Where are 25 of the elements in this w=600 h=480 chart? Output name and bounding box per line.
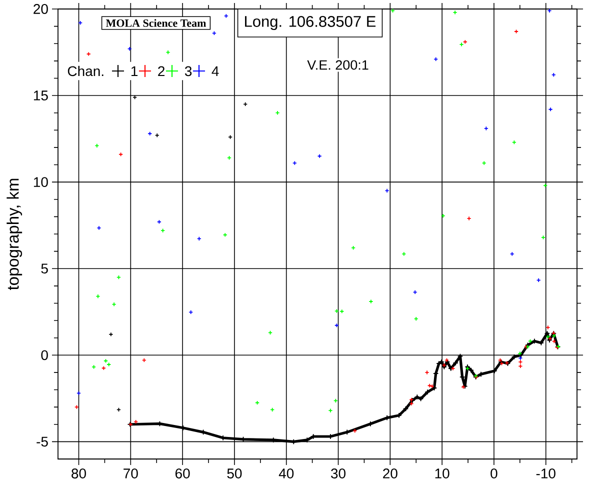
y-tick-label: 15 bbox=[34, 90, 48, 100]
annotation: MOLA Science Team bbox=[106, 19, 206, 27]
y-tick-label: 0 bbox=[41, 350, 48, 360]
legend-title: Chan. bbox=[68, 66, 104, 76]
y-axis-title: topography, km bbox=[6, 178, 22, 290]
x-tick-label: 30 bbox=[331, 468, 346, 478]
legend-label: 2 bbox=[158, 66, 164, 76]
y-tick-label: 10 bbox=[34, 177, 48, 188]
x-tick-label: 80 bbox=[72, 468, 86, 478]
x-tick-label: -10 bbox=[536, 468, 556, 478]
legend-label: 3 bbox=[184, 66, 192, 76]
legend-label: 4 bbox=[212, 66, 219, 76]
annotation: Long. 106.83507 E bbox=[245, 16, 376, 30]
x-tick-label: 70 bbox=[124, 468, 138, 478]
x-tick-label: 0 bbox=[490, 468, 498, 478]
x-tick-label: 50 bbox=[227, 468, 242, 478]
x-tick-label: 20 bbox=[383, 468, 398, 478]
y-tick-label: 5 bbox=[41, 264, 48, 274]
y-tick-label: 20 bbox=[34, 4, 48, 14]
x-tick-label: 10 bbox=[435, 468, 450, 478]
legend-label: 1 bbox=[131, 66, 138, 76]
y-tick-label: -5 bbox=[36, 436, 48, 447]
x-tick-label: 60 bbox=[175, 468, 190, 478]
annotation: V.E. 200:1 bbox=[307, 60, 368, 70]
x-tick-label: 40 bbox=[278, 468, 294, 478]
